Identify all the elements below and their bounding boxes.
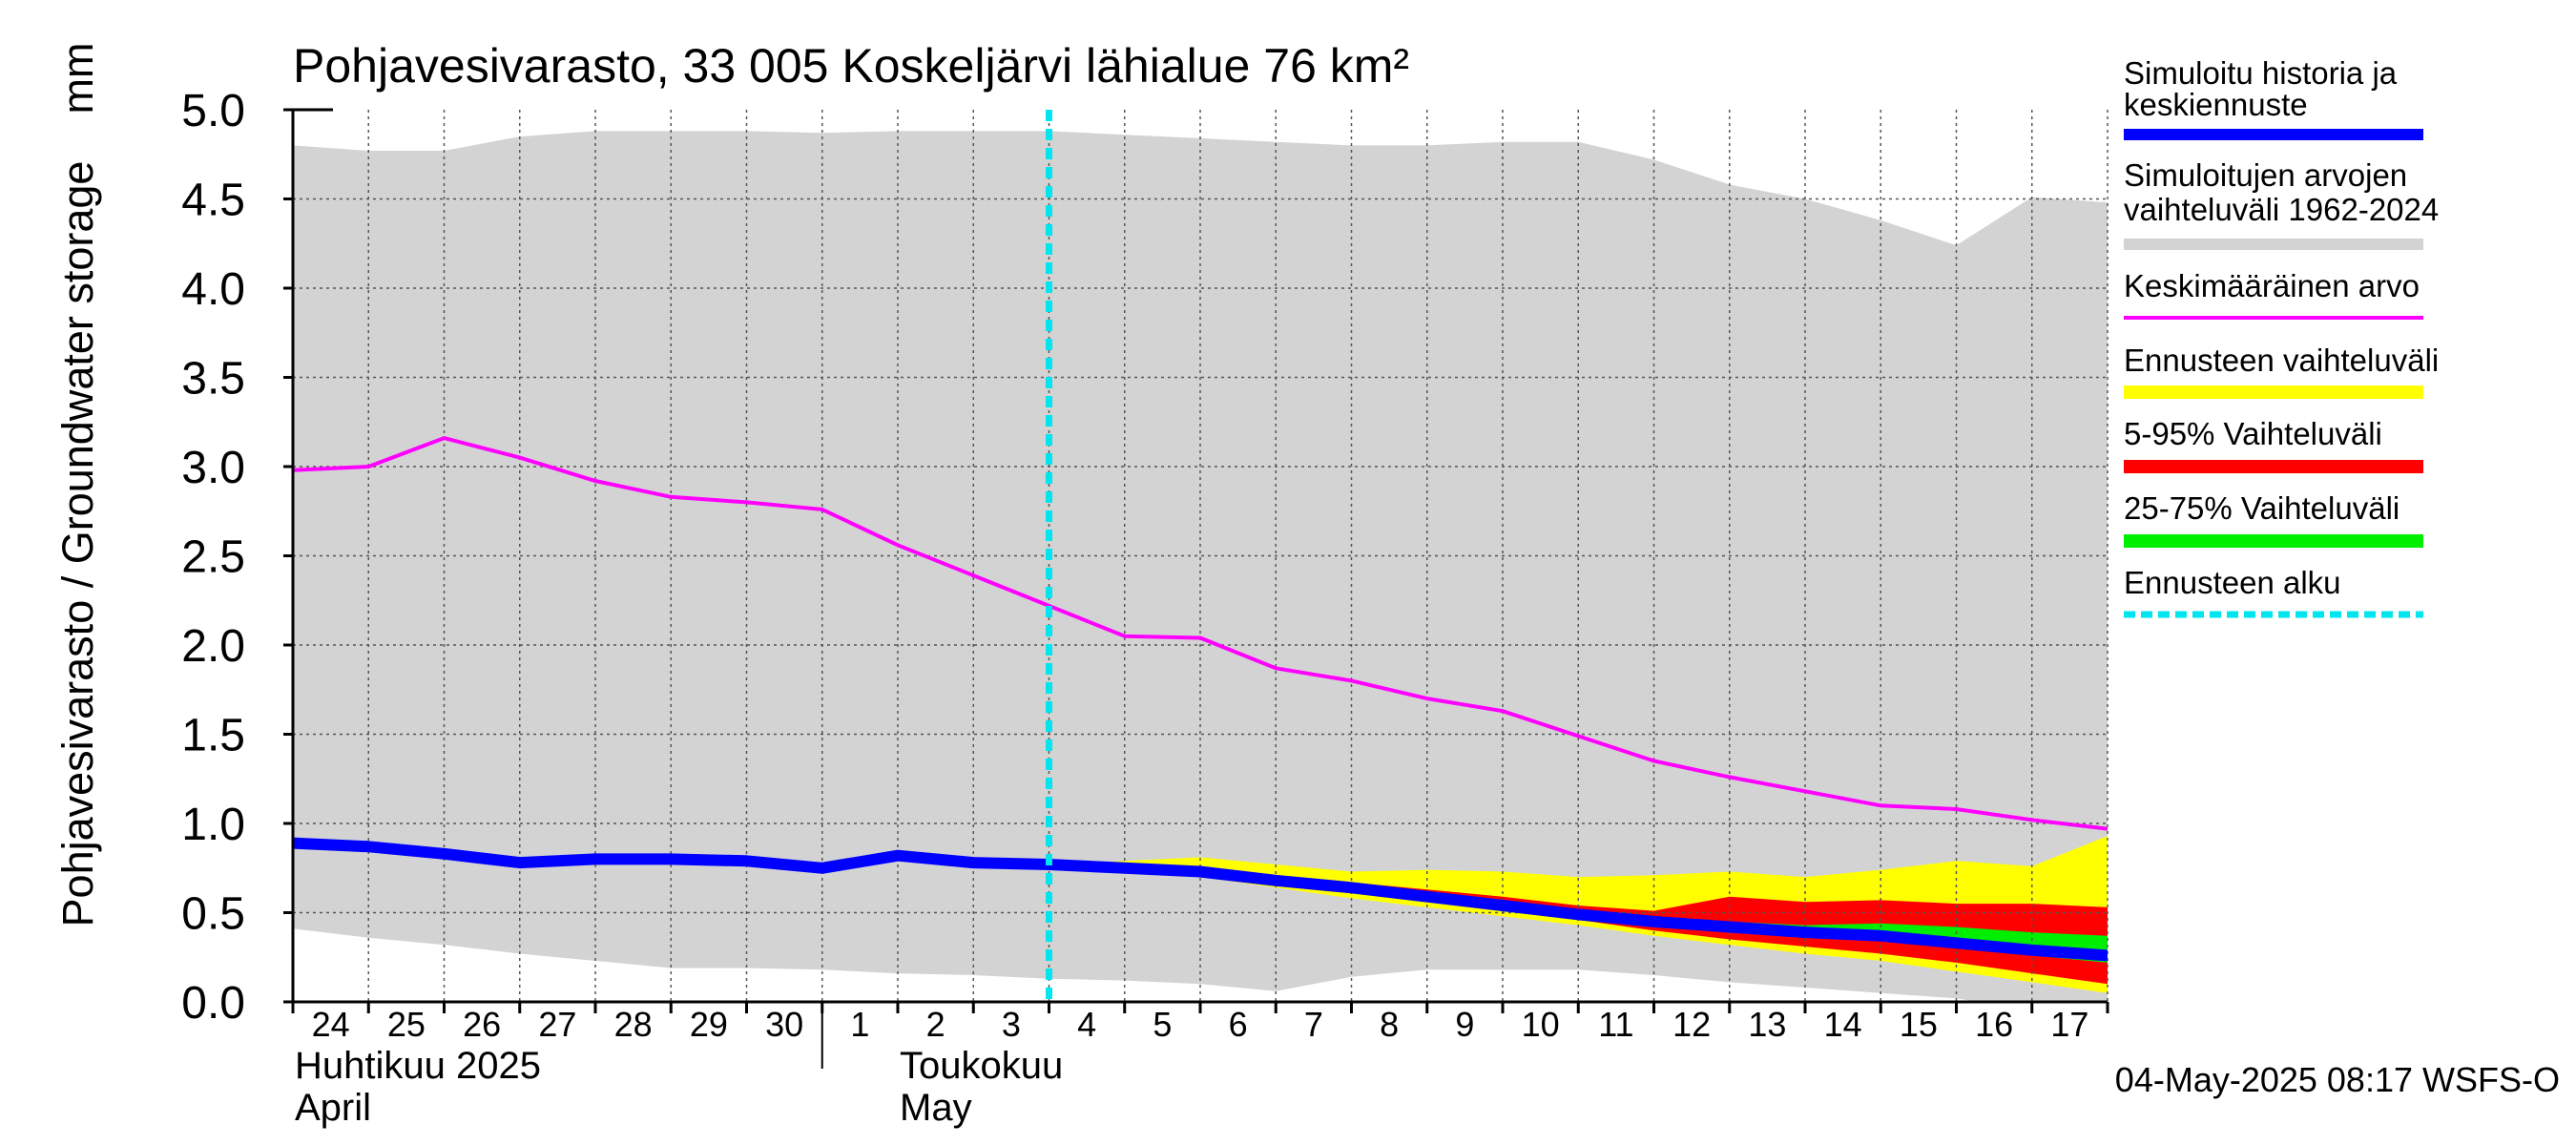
legend-label: Keskimääräinen arvo bbox=[2124, 268, 2420, 303]
x-tick-label: 8 bbox=[1380, 1005, 1399, 1044]
chart-lines bbox=[293, 110, 2108, 1002]
x-tick-label: 17 bbox=[2050, 1005, 2088, 1044]
legend-label: vaihteluväli 1962-2024 bbox=[2124, 192, 2439, 227]
x-tick-label: 29 bbox=[690, 1005, 728, 1044]
x-tick-label: 6 bbox=[1229, 1005, 1248, 1044]
x-tick-label: 25 bbox=[387, 1005, 426, 1044]
legend-label: 25-75% Vaihteluväli bbox=[2124, 490, 2399, 526]
y-tick-label: 0.0 bbox=[181, 978, 245, 1029]
y-tick-label: 2.5 bbox=[181, 532, 245, 583]
y-tick-label: 1.0 bbox=[181, 800, 245, 850]
x-tick-label: 26 bbox=[463, 1005, 501, 1044]
chart-grid bbox=[293, 110, 2109, 1002]
x-tick-label: 28 bbox=[614, 1005, 653, 1044]
x-tick-label: 27 bbox=[538, 1005, 576, 1044]
x-tick-label: 15 bbox=[1900, 1005, 1938, 1044]
x-tick-label: 16 bbox=[1975, 1005, 2013, 1044]
y-tick-label: 5.0 bbox=[181, 86, 245, 136]
month-label-en: May bbox=[900, 1087, 972, 1129]
y-tick-label: 1.5 bbox=[181, 711, 245, 761]
y-tick-label: 2.0 bbox=[181, 621, 245, 672]
x-tick-label: 9 bbox=[1455, 1005, 1474, 1044]
y-tick-label: 4.0 bbox=[181, 264, 245, 315]
y-tick-label: 4.5 bbox=[181, 176, 245, 226]
x-tick-label: 2 bbox=[926, 1005, 945, 1044]
legend-label: 5-95% Vaihteluväli bbox=[2124, 416, 2382, 451]
legend-label: keskiennuste bbox=[2124, 87, 2308, 122]
mean-line bbox=[293, 436, 2108, 831]
x-tick-label: 30 bbox=[765, 1005, 803, 1044]
y-tick-label: 3.0 bbox=[181, 443, 245, 493]
month-label: Huhtikuu 2025 bbox=[295, 1045, 541, 1087]
x-tick-label: 7 bbox=[1304, 1005, 1323, 1044]
median-line bbox=[293, 837, 2108, 962]
x-tick-label: 4 bbox=[1077, 1005, 1096, 1044]
x-tick-label: 11 bbox=[1598, 1005, 1633, 1044]
x-tick-label: 10 bbox=[1522, 1005, 1560, 1044]
x-tick-label: 5 bbox=[1153, 1005, 1172, 1044]
month-label: Toukokuu bbox=[900, 1045, 1063, 1087]
y-axis-label: Pohjavesivarasto / Groundwater storage bbox=[53, 161, 102, 927]
chart-title: Pohjavesivarasto, 33 005 Koskeljärvi läh… bbox=[293, 39, 1409, 93]
legend-label: Simuloitu historia ja bbox=[2124, 55, 2398, 91]
x-tick-label: 14 bbox=[1824, 1005, 1862, 1044]
x-tick-label: 13 bbox=[1748, 1005, 1786, 1044]
chart-axes: 0.00.51.01.52.02.53.03.54.04.55.024 25 26 2… bbox=[181, 86, 2109, 1129]
month-label-en: April bbox=[295, 1087, 371, 1129]
y-tick-label: 3.5 bbox=[181, 354, 245, 405]
x-tick-label: 24 bbox=[312, 1005, 350, 1044]
legend-label: Simuloitujen arvojen bbox=[2124, 157, 2407, 193]
x-tick-label: 1 bbox=[850, 1005, 869, 1044]
y-tick-label: 0.5 bbox=[181, 889, 245, 940]
y-axis-unit: mm bbox=[53, 43, 102, 114]
x-tick-label: 12 bbox=[1672, 1005, 1711, 1044]
x-tick-label: 3 bbox=[1002, 1005, 1021, 1044]
legend-label: Ennusteen alku bbox=[2124, 565, 2341, 600]
legend-label: Ennusteen vaihteluväli bbox=[2124, 343, 2439, 378]
footer-timestamp: 04-May-2025 08:17 WSFS-O bbox=[2115, 1060, 2560, 1099]
